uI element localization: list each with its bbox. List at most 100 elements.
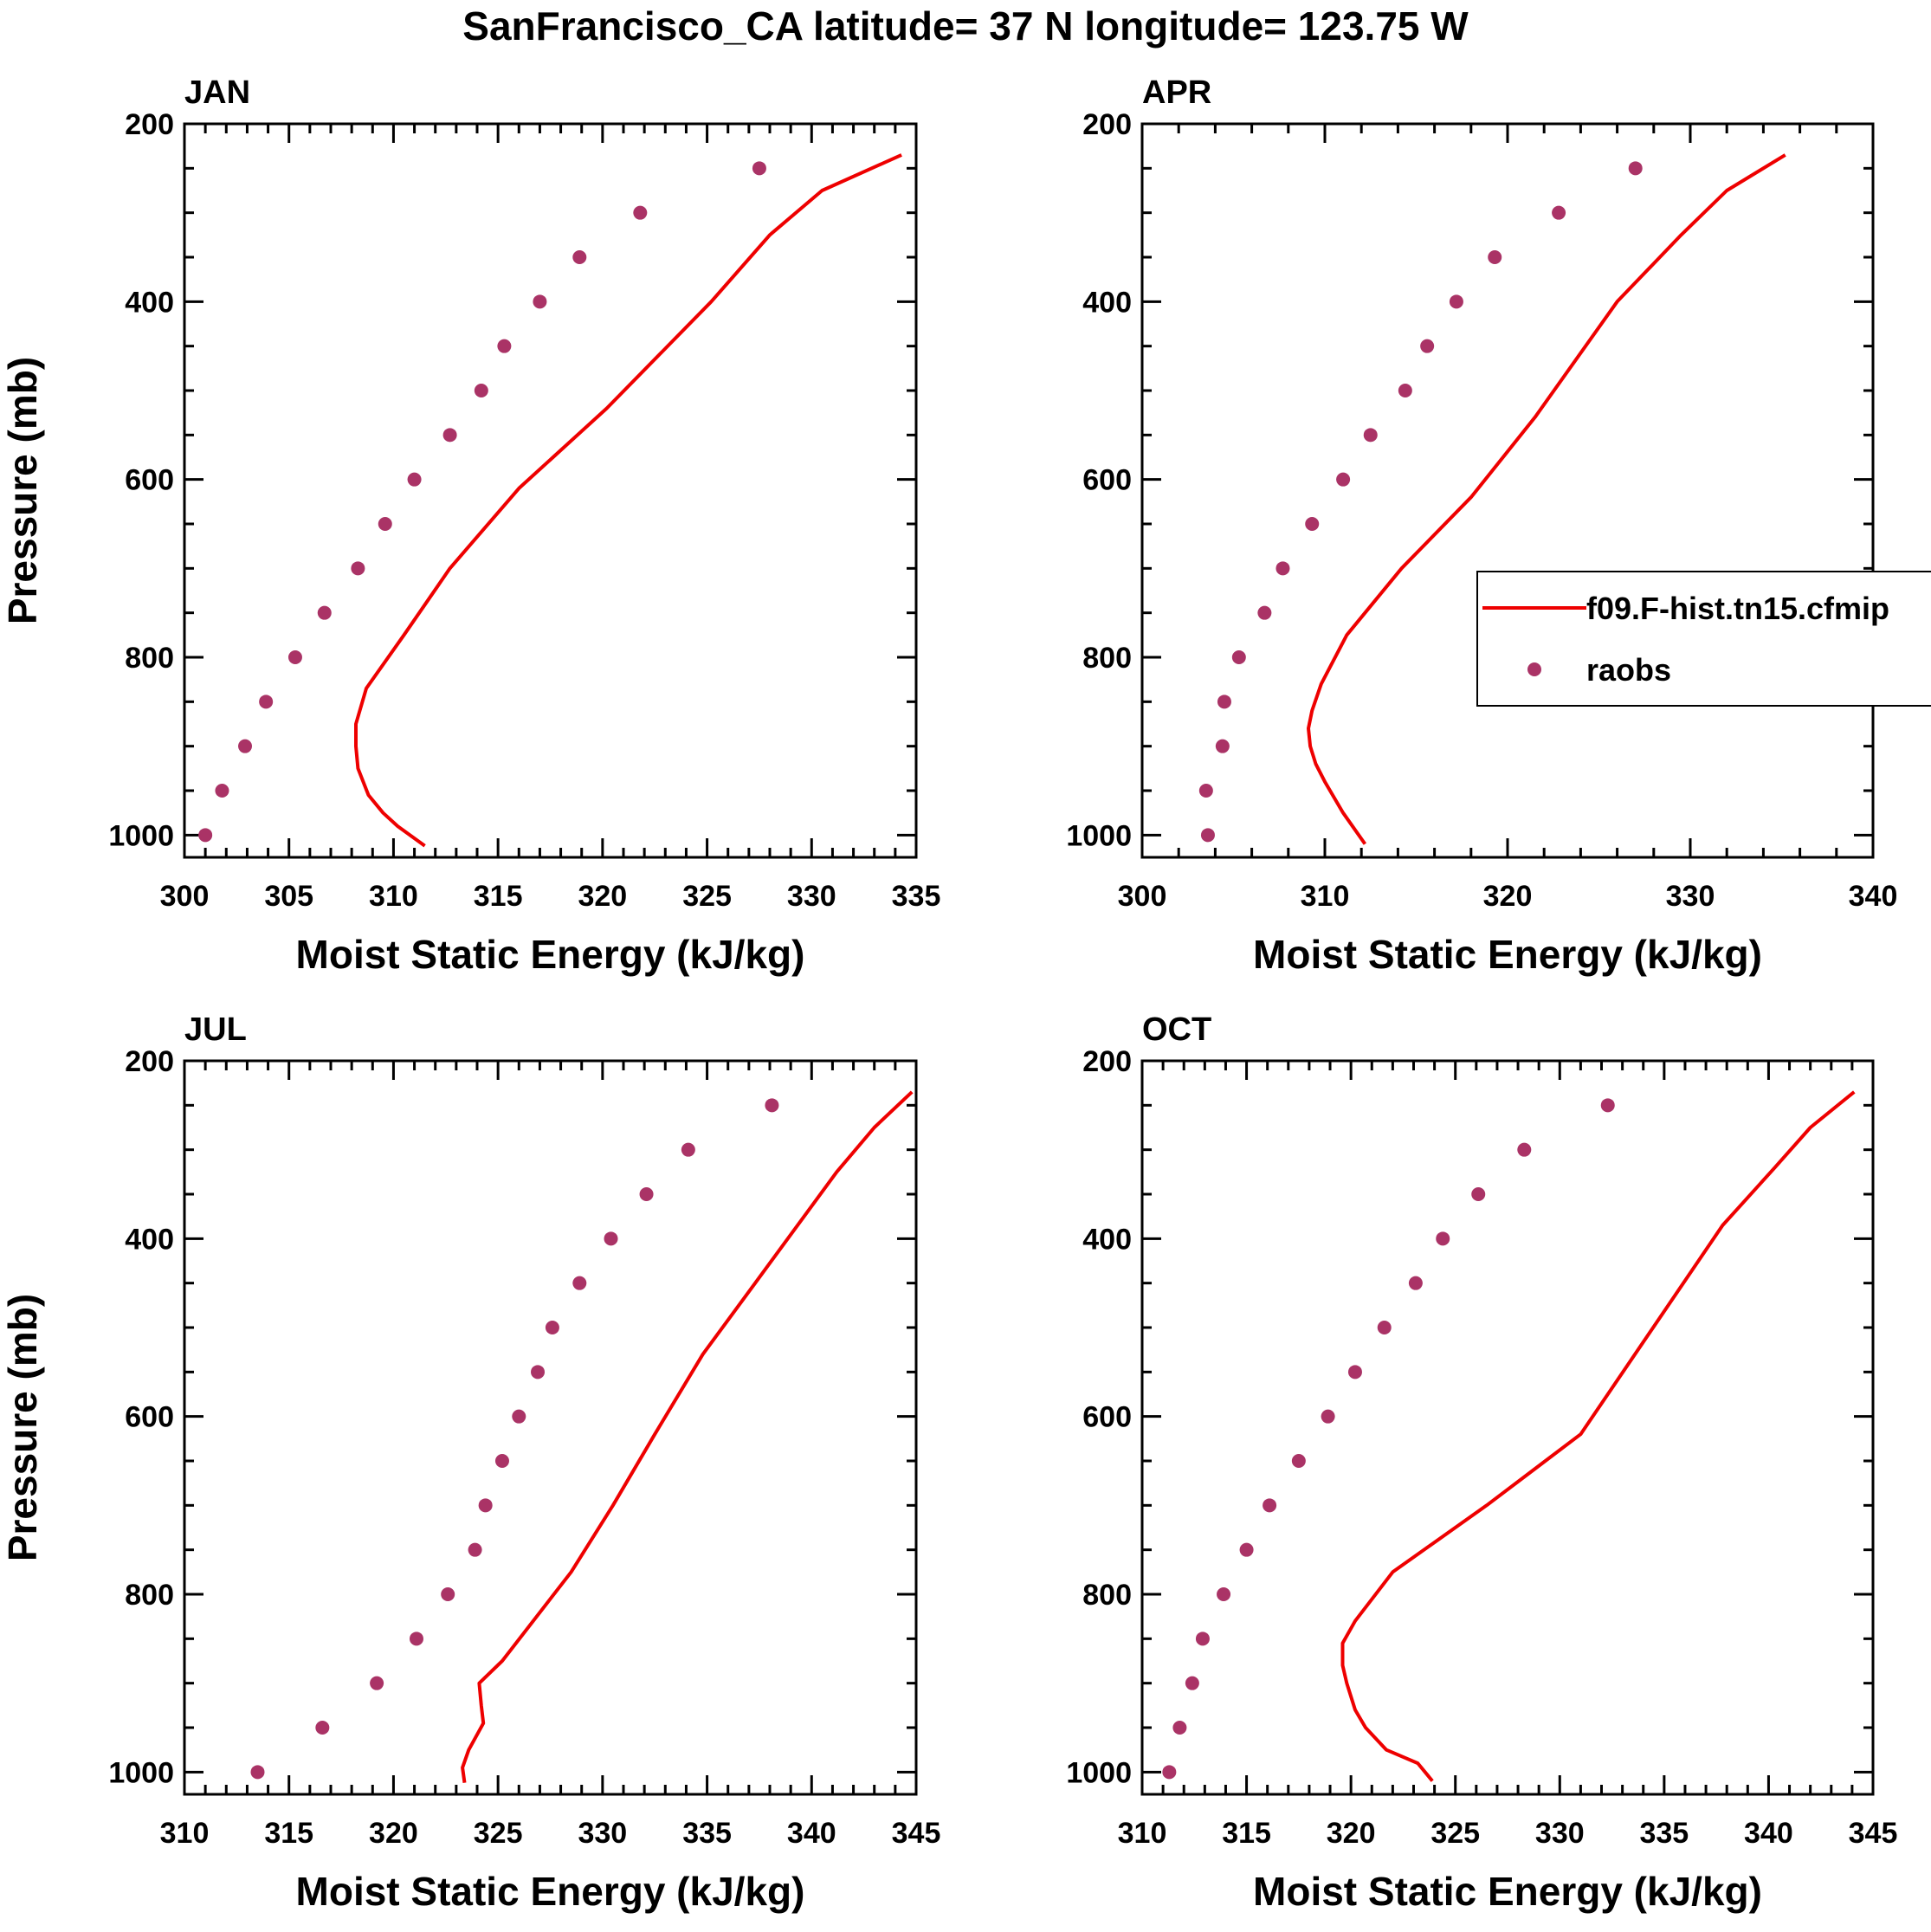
raob-point (407, 472, 422, 487)
y-axis-title: Pressure (mb) (0, 357, 45, 624)
y-tick-label: 800 (1082, 1579, 1132, 1612)
panel-jan: 300 305 310 315 320 325 330 335 200 400 600 800 1000… (0, 74, 940, 977)
x-tick-label: 325 (474, 1817, 523, 1850)
x-tick-label: 305 (264, 880, 313, 913)
raob-point (1200, 828, 1215, 843)
raob-point (198, 828, 213, 843)
legend-obs-label: raobs (1586, 652, 1671, 688)
y-tick-label: 400 (125, 286, 174, 319)
raob-point (681, 1142, 695, 1157)
raob-point (1628, 161, 1643, 176)
raob-point (1420, 339, 1435, 353)
raob-point (409, 1632, 423, 1646)
panel-oct: 310 315 320 325 330 335 340 345 200 400 600 800 1000… (1066, 1011, 1897, 1914)
model-profile-line (1307, 153, 1786, 845)
raob-point (1275, 561, 1290, 576)
raob-point (442, 428, 457, 443)
raob-point (1408, 1276, 1423, 1290)
y-tick-label: 1000 (1066, 1756, 1132, 1789)
raob-point (604, 1231, 618, 1246)
plot-frame (183, 122, 918, 859)
model-profile-line (1340, 1090, 1856, 1782)
raob-point (315, 1721, 330, 1735)
y-tick-label: 1000 (1066, 819, 1132, 852)
y-tick-label: 600 (1082, 464, 1132, 497)
x-tick-label: 340 (787, 1817, 836, 1850)
raob-point (1257, 605, 1272, 620)
raob-point (1517, 1142, 1532, 1157)
raob-point (250, 1765, 265, 1780)
model-profile-line (461, 1090, 914, 1783)
x-tick-label: 310 (1301, 880, 1350, 913)
y-tick-label: 800 (125, 1579, 174, 1612)
y-axis-title: Pressure (mb) (0, 1294, 45, 1561)
x-tick-label: 340 (1849, 880, 1898, 913)
raob-point (1398, 384, 1412, 397)
x-tick-label: 310 (1118, 1817, 1167, 1850)
x-tick-label: 320 (578, 880, 627, 913)
raob-point (533, 294, 547, 309)
legend-box (1476, 571, 1931, 707)
raob-point (1305, 517, 1320, 531)
raob-point (478, 1498, 493, 1513)
x-tick-label: 310 (160, 1817, 210, 1850)
y-tick-label: 600 (1082, 1401, 1132, 1434)
raob-point (1198, 784, 1213, 798)
x-tick-label: 315 (264, 1817, 313, 1850)
raob-point (1215, 739, 1230, 753)
raob-point (1600, 1098, 1615, 1113)
x-axis-title: Moist Static Energy (kJ/kg) (1253, 932, 1762, 977)
raob-point (1195, 1632, 1210, 1646)
raob-point (1488, 250, 1502, 264)
raob-point (1552, 205, 1566, 220)
x-tick-label: 340 (1744, 1817, 1793, 1850)
panel-title: JAN (184, 74, 250, 111)
x-tick-label: 330 (578, 1817, 627, 1850)
raob-point (494, 1454, 509, 1468)
plot-frame (183, 1059, 918, 1796)
x-tick-label: 345 (892, 1817, 941, 1850)
plot-frame (1140, 1059, 1875, 1796)
raob-point (1363, 428, 1378, 443)
raob-point (1291, 1454, 1306, 1468)
panel-jul: 310 315 320 325 330 335 340 345 200 400 600 800 1000… (0, 1011, 940, 1914)
raob-point (215, 784, 229, 798)
plot-frame (1140, 122, 1875, 859)
raob-point (1471, 1187, 1486, 1201)
raob-point (545, 1321, 559, 1334)
x-tick-label: 320 (1483, 880, 1533, 913)
raob-point (1336, 472, 1351, 487)
x-tick-label: 335 (682, 1817, 732, 1850)
raob-point (572, 1276, 587, 1290)
panel-title: OCT (1142, 1011, 1211, 1048)
y-tick-label: 200 (125, 1045, 174, 1078)
raob-point (512, 1409, 526, 1424)
panel-title: APR (1142, 74, 1211, 111)
raob-point (1239, 1542, 1254, 1557)
raob-point (317, 605, 332, 620)
y-tick-label: 1000 (108, 1756, 174, 1789)
raob-point (441, 1587, 455, 1601)
raob-point (765, 1098, 779, 1113)
legend-model-label: f09.F-hist.tn15.cfmip (1586, 591, 1889, 626)
y-tick-label: 200 (125, 108, 174, 141)
x-tick-label: 310 (369, 880, 418, 913)
model-profile-line (354, 153, 902, 848)
figure-title: SanFrancisco_CA latitude= 37 N longitude… (462, 3, 1469, 48)
y-tick-label: 200 (1082, 1045, 1132, 1078)
y-tick-label: 800 (125, 642, 174, 675)
raob-point (238, 739, 253, 753)
y-tick-label: 600 (125, 464, 174, 497)
raob-point (1162, 1765, 1177, 1780)
x-tick-label: 330 (1666, 880, 1715, 913)
x-tick-label: 335 (892, 880, 941, 913)
raob-point (531, 1365, 546, 1380)
y-tick-label: 200 (1082, 108, 1132, 141)
y-tick-label: 400 (1082, 1223, 1132, 1256)
raob-point (752, 161, 766, 176)
x-tick-label: 320 (369, 1817, 418, 1850)
x-tick-label: 320 (1327, 1817, 1376, 1850)
raob-point (1217, 1587, 1231, 1601)
x-tick-label: 315 (474, 880, 523, 913)
y-tick-label: 600 (125, 1401, 174, 1434)
